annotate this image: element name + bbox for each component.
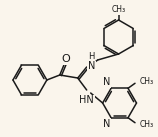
- Text: CH₃: CH₃: [140, 77, 154, 86]
- Text: CH₃: CH₃: [112, 5, 126, 15]
- Text: H: H: [88, 52, 95, 61]
- Text: HN: HN: [79, 95, 94, 105]
- Text: N: N: [103, 77, 110, 87]
- Text: N: N: [103, 119, 110, 129]
- Text: N: N: [88, 61, 95, 71]
- Text: CH₃: CH₃: [140, 120, 154, 129]
- Text: O: O: [61, 55, 70, 65]
